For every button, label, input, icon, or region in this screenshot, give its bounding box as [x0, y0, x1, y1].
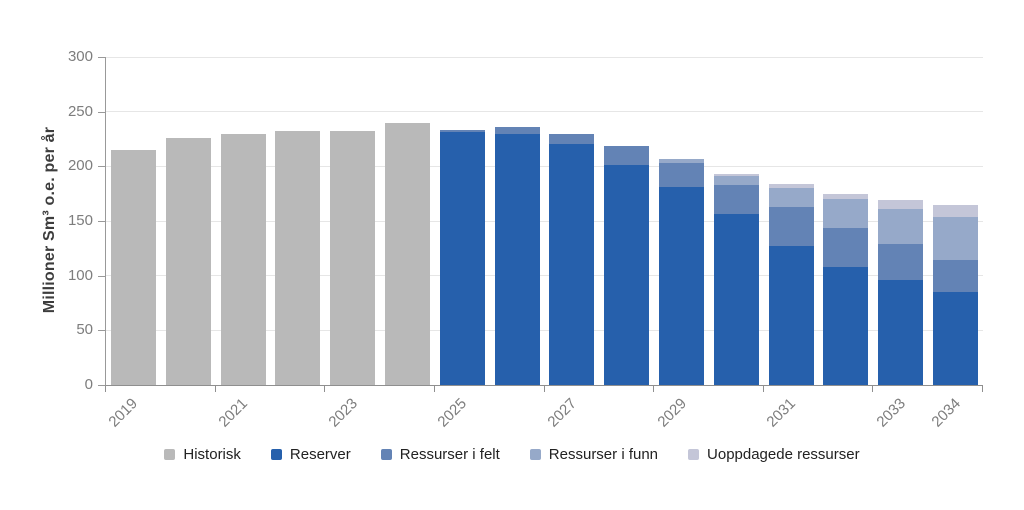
bar-segment-reserver-2028[interactable] [604, 165, 650, 385]
historisk-legend-swatch-icon [164, 449, 176, 460]
bar-segment-ressurser-i-felt-2034[interactable] [933, 260, 979, 293]
bar-segment-reserver-2034[interactable] [933, 292, 979, 385]
y-axis-tick [98, 385, 105, 386]
bar-segment-ressurser-i-felt-2027[interactable] [549, 133, 595, 145]
gridline-200 [106, 165, 983, 167]
bar-segment-reserver-2026[interactable] [494, 133, 540, 385]
x-axis-tick [653, 386, 655, 392]
y-axis-tick [98, 57, 105, 58]
bar-segment-historisk-2019[interactable] [110, 149, 156, 385]
legend-label-ressurser-i-funn: Ressurser i funn [548, 446, 659, 463]
bar-segment-uoppdagede-ressurser-2030[interactable] [713, 174, 759, 177]
x-axis-tick-label: 2021 [215, 395, 252, 431]
bar-segment-historisk-2023[interactable] [330, 131, 376, 385]
x-axis-tick-label: 2027 [544, 395, 580, 431]
y-axis-tick [98, 221, 105, 222]
gridline-250 [106, 111, 983, 113]
legend-label-historisk: Historisk [183, 446, 241, 463]
bar-segment-historisk-2020[interactable] [165, 137, 211, 385]
legend-item-ressurser-i-felt[interactable]: Ressurser i felt [380, 446, 500, 463]
legend-item-ressurser-i-funn[interactable]: Ressurser i funn [529, 446, 659, 463]
y-axis-tick [98, 330, 105, 332]
bar-segment-ressurser-i-funn-2030[interactable] [713, 176, 759, 185]
x-axis-tick [433, 386, 435, 392]
y-axis-tick-label: 150 [67, 212, 93, 229]
x-axis-tick [105, 386, 106, 392]
gridline-300 [106, 56, 983, 58]
ressurser-i-funn-legend-swatch-icon [529, 449, 541, 460]
bar-segment-reserver-2029[interactable] [659, 187, 705, 385]
gridline-50 [106, 329, 983, 331]
legend-item-reserver[interactable]: Reserver [270, 446, 351, 463]
bar-segment-ressurser-i-funn-2029[interactable] [659, 158, 705, 164]
bar-segment-ressurser-i-felt-2029[interactable] [659, 163, 705, 188]
x-axis-tick [324, 386, 326, 392]
bar-segment-historisk-2022[interactable] [275, 131, 321, 385]
x-axis-tick [214, 386, 216, 392]
reserver-legend-swatch-icon [270, 449, 282, 460]
bar-segment-ressurser-i-felt-2032[interactable] [823, 227, 869, 267]
bar-segment-ressurser-i-felt-2028[interactable] [604, 145, 650, 166]
bar-segment-ressurser-i-funn-2033[interactable] [878, 208, 924, 244]
x-axis-tick-label: 2025 [434, 395, 471, 431]
bar-segment-ressurser-i-felt-2030[interactable] [713, 184, 759, 215]
legend-label-reserver: Reserver [289, 446, 351, 463]
bar-segment-ressurser-i-funn-2032[interactable] [823, 199, 869, 228]
bar-segment-reserver-2031[interactable] [768, 246, 814, 385]
plot-area [105, 56, 983, 386]
bar-segment-ressurser-i-felt-2025[interactable] [439, 130, 485, 133]
bar-segment-uoppdagede-ressurser-2032[interactable] [823, 193, 869, 200]
bar-segment-ressurser-i-funn-2031[interactable] [768, 188, 814, 207]
legend-label-ressurser-i-felt: Ressurser i felt [399, 446, 500, 463]
y-axis-tick [98, 166, 105, 168]
y-axis-tick-label: 50 [76, 321, 93, 339]
bar-segment-reserver-2030[interactable] [713, 214, 759, 385]
y-axis-tick-label: 200 [67, 157, 93, 175]
bar-segment-historisk-2021[interactable] [220, 133, 266, 385]
bar-segment-reserver-2025[interactable] [439, 132, 485, 385]
x-axis-tick [982, 386, 983, 392]
x-axis-tick [762, 386, 764, 392]
bar-segment-historisk-2024[interactable] [384, 122, 430, 385]
y-axis-tick-label: 250 [67, 102, 93, 120]
bar-segment-uoppdagede-ressurser-2031[interactable] [768, 183, 814, 189]
x-axis-tick [543, 386, 545, 392]
bar-segment-ressurser-i-felt-2031[interactable] [768, 206, 814, 247]
y-axis-tick [98, 111, 105, 113]
legend-item-uoppdagede-ressurser[interactable]: Uoppdagede ressurser [688, 446, 860, 463]
ressurser-i-felt-legend-swatch-icon [380, 449, 392, 460]
uoppdagede-ressurser-legend-swatch-icon [688, 449, 700, 460]
gridline-150 [106, 220, 983, 222]
legend: Historisk Reserver Ressurser i felt Ressurs… [0, 446, 1024, 463]
bar-segment-reserver-2033[interactable] [878, 280, 924, 385]
y-axis-tick-label: 100 [67, 266, 93, 284]
x-axis-tick [872, 386, 874, 392]
x-axis-tick-label: 2031 [763, 395, 800, 431]
bar-segment-ressurser-i-felt-2026[interactable] [494, 127, 540, 134]
bar-segment-ressurser-i-funn-2034[interactable] [933, 216, 979, 261]
x-axis-tick-label: 2023 [325, 395, 361, 431]
bar-segment-reserver-2027[interactable] [549, 144, 595, 385]
bar-segment-uoppdagede-ressurser-2033[interactable] [878, 200, 924, 209]
legend-item-historisk[interactable]: Historisk [164, 446, 241, 463]
y-axis-tick [98, 275, 105, 277]
bar-segment-reserver-2032[interactable] [823, 266, 869, 385]
gridline-100 [106, 275, 983, 277]
bar-segment-uoppdagede-ressurser-2034[interactable] [933, 204, 979, 217]
bar-segment-ressurser-i-felt-2033[interactable] [878, 243, 924, 281]
y-axis-tick-label: 0 [84, 376, 93, 393]
y-axis-tick-label: 300 [67, 48, 93, 65]
legend-label-uoppdagede-ressurser: Uoppdagede ressurser [707, 446, 860, 463]
x-axis-tick-label: 2029 [653, 395, 690, 431]
x-axis-tick-label: 2019 [105, 395, 142, 431]
